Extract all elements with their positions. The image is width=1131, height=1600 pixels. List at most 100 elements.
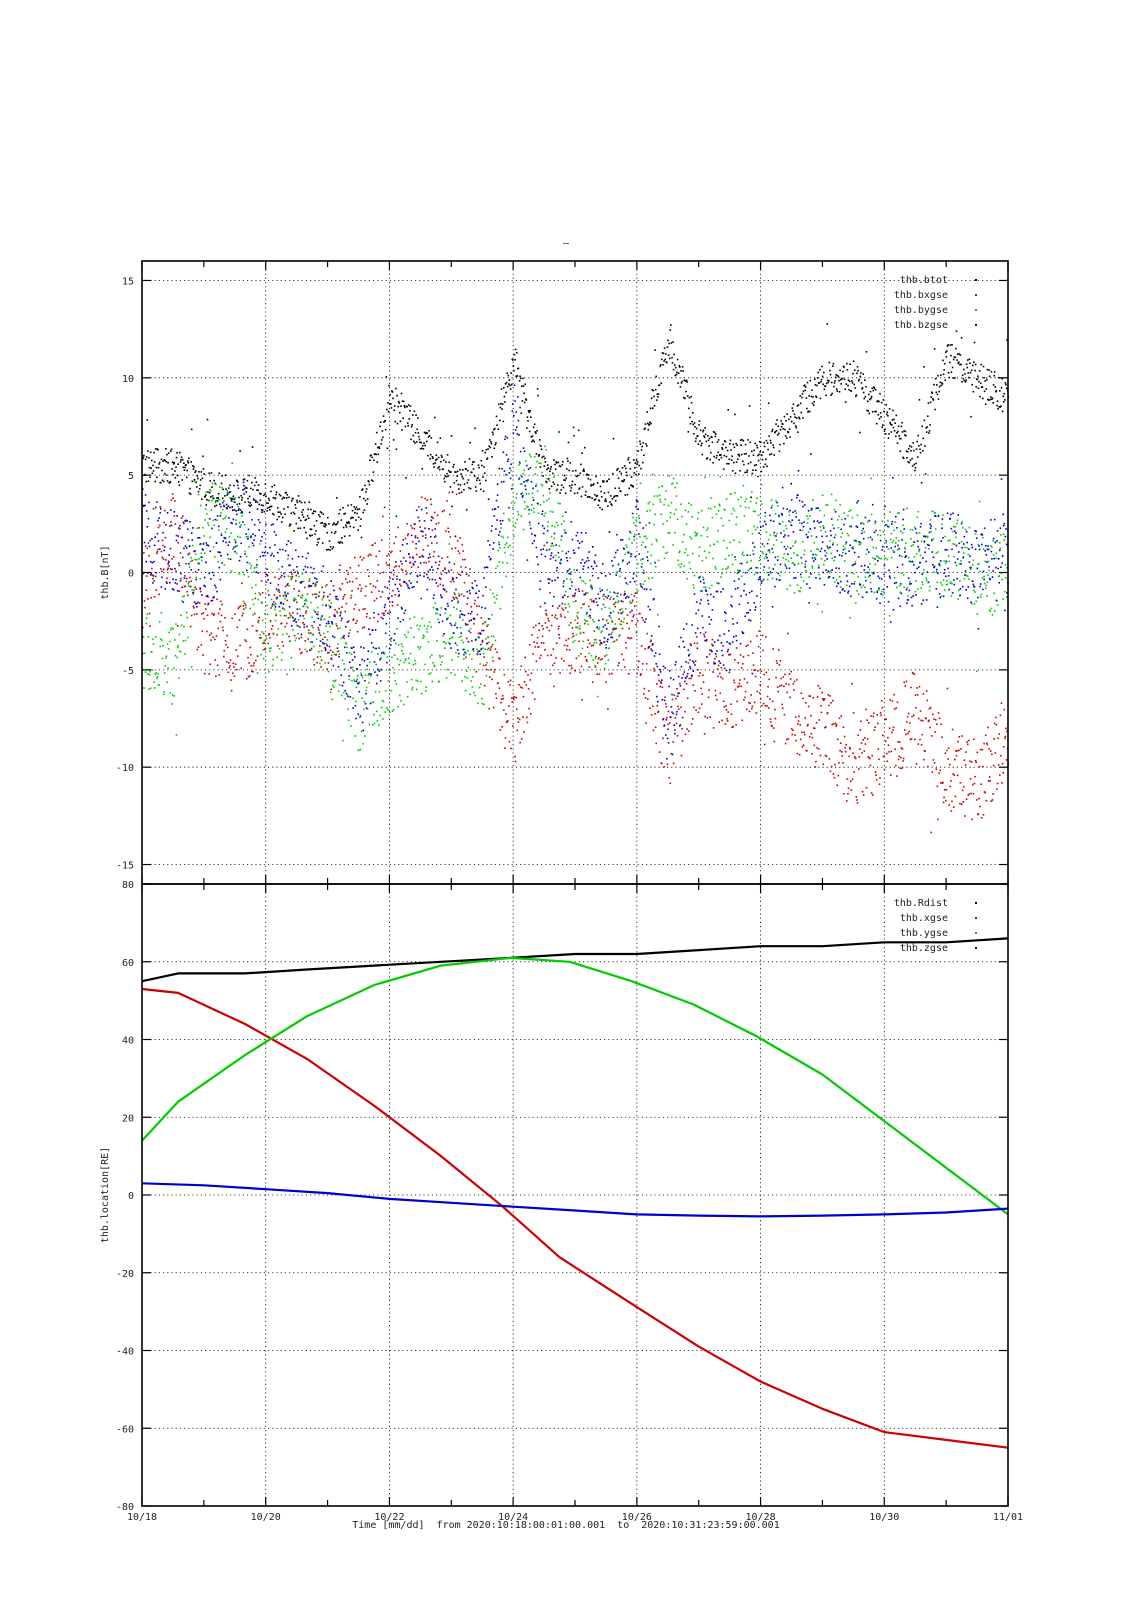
data-point (983, 582, 986, 585)
data-point (501, 408, 503, 410)
data-point (689, 536, 691, 538)
data-point (861, 522, 864, 524)
data-point (853, 755, 856, 758)
data-point (450, 471, 452, 473)
data-point (652, 729, 655, 732)
data-point (185, 611, 188, 614)
data-point (144, 458, 147, 461)
data-point (289, 523, 292, 526)
data-point (258, 503, 260, 506)
data-point (240, 494, 242, 497)
data-point (832, 524, 834, 526)
data-point (853, 383, 855, 386)
data-point (888, 408, 891, 410)
data-point (865, 351, 868, 353)
data-point (539, 444, 541, 446)
data-point (193, 550, 195, 553)
data-point (478, 686, 481, 689)
data-point (859, 375, 862, 378)
data-point (692, 684, 695, 686)
data-point (196, 527, 199, 530)
data-point (571, 667, 573, 669)
data-point (310, 585, 313, 587)
data-point (160, 458, 163, 461)
data-point (497, 428, 499, 430)
data-point (490, 441, 492, 443)
data-point (515, 496, 517, 499)
data-point (351, 590, 353, 592)
data-point (652, 503, 655, 506)
data-point (283, 497, 286, 499)
data-point (228, 541, 231, 543)
data-point (451, 636, 454, 639)
data-point (503, 546, 506, 549)
data-point (791, 562, 794, 564)
data-point (187, 583, 190, 585)
data-point (402, 703, 405, 706)
data-point (247, 535, 249, 538)
data-point (342, 506, 344, 509)
data-point (154, 575, 157, 578)
data-point (486, 458, 488, 460)
data-point (333, 653, 336, 656)
data-point (338, 607, 340, 610)
data-point (400, 392, 403, 395)
data-point (346, 569, 348, 572)
data-point (933, 383, 935, 386)
data-point (915, 462, 917, 465)
data-point (737, 498, 740, 501)
data-point (787, 738, 790, 740)
data-point (183, 547, 185, 550)
data-point (574, 619, 576, 621)
data-point (572, 635, 575, 637)
data-point (523, 681, 526, 683)
data-point (413, 564, 415, 566)
data-point (516, 518, 519, 521)
data-point (175, 623, 177, 625)
data-point (712, 461, 714, 464)
data-point (657, 710, 660, 713)
data-point (946, 580, 948, 582)
data-point (516, 375, 519, 377)
data-point (377, 620, 379, 623)
data-point (644, 427, 646, 430)
data-point (689, 643, 692, 645)
data-point (410, 438, 412, 441)
data-point (629, 637, 631, 640)
data-point (697, 517, 699, 520)
data-point (861, 530, 863, 532)
data-point (972, 559, 975, 561)
data-point (738, 685, 740, 688)
data-point (852, 752, 854, 755)
data-point (1005, 759, 1008, 761)
data-point (505, 391, 507, 394)
data-point (427, 544, 429, 547)
data-point (647, 428, 650, 431)
data-point (188, 566, 191, 568)
data-point (453, 592, 456, 594)
data-point (756, 526, 759, 529)
data-point (1004, 399, 1006, 401)
data-point (815, 396, 818, 399)
data-point (904, 434, 906, 436)
data-point (457, 655, 460, 658)
data-point (577, 617, 579, 619)
data-point (294, 571, 296, 573)
data-point (724, 509, 726, 511)
data-point (733, 509, 736, 512)
data-point (697, 711, 700, 714)
data-point (310, 632, 312, 634)
data-point (192, 605, 195, 608)
data-point (178, 562, 180, 564)
data-point (341, 542, 344, 544)
data-point (401, 645, 404, 648)
data-point (269, 620, 272, 622)
data-point (162, 531, 164, 534)
data-point (553, 459, 555, 461)
data-point (806, 407, 808, 410)
data-point (985, 799, 988, 802)
data-point (762, 466, 765, 468)
data-point (433, 665, 436, 668)
data-point (263, 510, 266, 513)
data-point (886, 411, 889, 413)
